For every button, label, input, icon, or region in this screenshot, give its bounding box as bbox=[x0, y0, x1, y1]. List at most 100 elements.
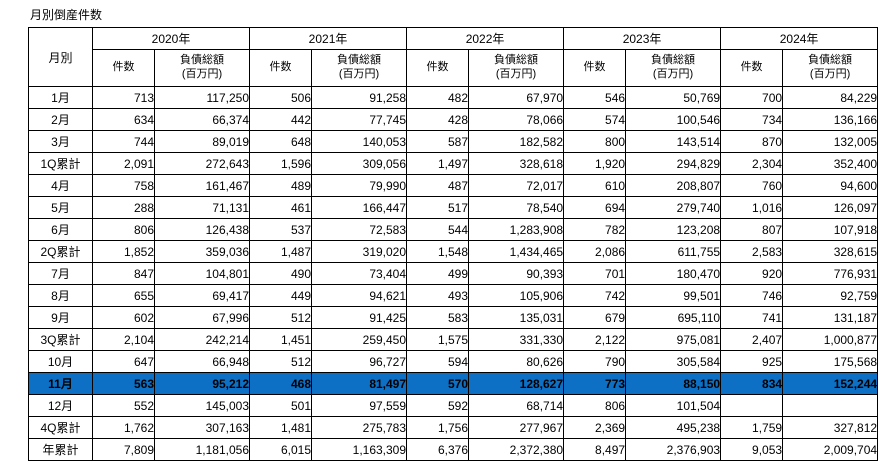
row-label: 3Q累計 bbox=[28, 328, 93, 351]
table-row: 12月 552 145,003 501 97,559 592 68,714 806 101,50… bbox=[28, 394, 879, 417]
table-row: 3月 744 89,019 648 140,053 587 182,582 800 143,51… bbox=[28, 130, 879, 153]
count-cell: 782 bbox=[563, 218, 627, 241]
count-cell: 1,481 bbox=[249, 416, 313, 439]
count-cell: 1,487 bbox=[249, 240, 313, 263]
table-row: 5月 288 71,131 461 166,447 517 78,540 694 279,740… bbox=[28, 196, 879, 219]
count-cell: 700 bbox=[720, 86, 784, 109]
count-cell: 2,122 bbox=[563, 328, 627, 351]
debt-cell: 101,504 bbox=[625, 394, 722, 417]
count-cell: 517 bbox=[406, 196, 470, 219]
debt-cell: 79,990 bbox=[311, 174, 408, 197]
debt-cell: 94,621 bbox=[311, 284, 408, 307]
table-row: 年累計 7,809 1,181,056 6,015 1,163,309 6,376 2,37… bbox=[28, 438, 879, 461]
count-cell: 2,407 bbox=[720, 328, 784, 351]
count-cell: 544 bbox=[406, 218, 470, 241]
debt-cell: 67,970 bbox=[468, 86, 565, 109]
debt-cell: 72,583 bbox=[311, 218, 408, 241]
count-cell: 594 bbox=[406, 350, 470, 373]
table-row: 2月 634 66,374 442 77,745 428 78,066 574 100,546 7… bbox=[28, 108, 879, 131]
corner-cell: 月別 bbox=[28, 27, 93, 87]
row-label: 2Q累計 bbox=[28, 240, 93, 263]
debt-cell: 94,600 bbox=[782, 174, 879, 197]
count-cell: 482 bbox=[406, 86, 470, 109]
year-header-1: 2021年 bbox=[249, 27, 408, 50]
debt-cell: 277,967 bbox=[468, 416, 565, 439]
debt-cell: 294,829 bbox=[625, 152, 722, 175]
count-cell: 701 bbox=[563, 262, 627, 285]
debt-cell: 309,056 bbox=[311, 152, 408, 175]
debt-cell: 307,163 bbox=[153, 416, 251, 439]
debt-cell: 88,150 bbox=[625, 372, 722, 395]
debt-header: 負債総額 (百万円) bbox=[625, 49, 722, 87]
count-cell: 512 bbox=[249, 350, 313, 373]
debt-header: 負債総額 (百万円) bbox=[782, 49, 879, 87]
debt-cell: 50,769 bbox=[625, 86, 722, 109]
count-cell: 490 bbox=[249, 262, 313, 285]
debt-cell: 66,374 bbox=[153, 108, 251, 131]
debt-cell: 67,996 bbox=[153, 306, 251, 329]
debt-cell: 100,546 bbox=[625, 108, 722, 131]
debt-cell: 81,497 bbox=[311, 372, 408, 395]
count-cell: 694 bbox=[563, 196, 627, 219]
count-cell: 2,104 bbox=[92, 328, 155, 351]
debt-cell: 131,187 bbox=[782, 306, 879, 329]
debt-cell: 72,017 bbox=[468, 174, 565, 197]
count-cell: 1,016 bbox=[720, 196, 784, 219]
count-cell: 648 bbox=[249, 130, 313, 153]
count-cell: 499 bbox=[406, 262, 470, 285]
table-row: 11月 563 95,212 468 81,497 570 128,627 773 88,150… bbox=[28, 372, 879, 395]
count-cell: 7,809 bbox=[92, 438, 155, 461]
row-label: 1Q累計 bbox=[28, 152, 93, 175]
table-row: 9月 602 67,996 512 91,425 583 135,031 679 695,110… bbox=[28, 306, 879, 329]
debt-header: 負債総額 (百万円) bbox=[468, 49, 565, 87]
count-cell: 9,053 bbox=[720, 438, 784, 461]
count-cell: 2,369 bbox=[563, 416, 627, 439]
debt-header: 負債総額 (百万円) bbox=[153, 49, 251, 87]
count-cell: 758 bbox=[92, 174, 155, 197]
row-label: 1月 bbox=[28, 86, 93, 109]
count-cell: 563 bbox=[92, 372, 155, 395]
debt-cell: 117,250 bbox=[153, 86, 251, 109]
table-body: 1月 713 117,250 506 91,258 482 67,970 546 50,769 7… bbox=[28, 86, 879, 461]
count-cell: 8,497 bbox=[563, 438, 627, 461]
count-cell: 806 bbox=[563, 394, 627, 417]
debt-cell: 328,615 bbox=[782, 240, 879, 263]
count-cell: 442 bbox=[249, 108, 313, 131]
debt-cell: 2,009,704 bbox=[782, 438, 879, 461]
count-cell: 834 bbox=[720, 372, 784, 395]
debt-cell: 327,812 bbox=[782, 416, 879, 439]
row-label: 8月 bbox=[28, 284, 93, 307]
debt-cell: 611,755 bbox=[625, 240, 722, 263]
count-cell: 587 bbox=[406, 130, 470, 153]
count-cell: 592 bbox=[406, 394, 470, 417]
row-label: 7月 bbox=[28, 262, 93, 285]
count-cell: 1,596 bbox=[249, 152, 313, 175]
debt-cell: 776,931 bbox=[782, 262, 879, 285]
debt-cell: 89,019 bbox=[153, 130, 251, 153]
table-row: 6月 806 126,438 537 72,583 544 1,283,908 782 123,… bbox=[28, 218, 879, 241]
table-row: 3Q累計 2,104 242,214 1,451 259,450 1,575 331,330… bbox=[28, 328, 879, 351]
debt-cell: 126,097 bbox=[782, 196, 879, 219]
row-label: 10月 bbox=[28, 350, 93, 373]
count-cell: 487 bbox=[406, 174, 470, 197]
count-cell: 655 bbox=[92, 284, 155, 307]
debt-cell: 166,447 bbox=[311, 196, 408, 219]
debt-cell: 259,450 bbox=[311, 328, 408, 351]
debt-cell: 78,066 bbox=[468, 108, 565, 131]
count-cell: 1,548 bbox=[406, 240, 470, 263]
debt-cell: 1,181,056 bbox=[153, 438, 251, 461]
count-cell: 925 bbox=[720, 350, 784, 373]
count-cell: 2,086 bbox=[563, 240, 627, 263]
monthly-bankruptcy-table: 月別 2020年 2021年 2022年 2023年 2024年 件数 負債総額 (百万円… bbox=[28, 27, 879, 461]
count-cell: 746 bbox=[720, 284, 784, 307]
year-header-4: 2024年 bbox=[720, 27, 879, 50]
debt-cell: 140,053 bbox=[311, 130, 408, 153]
count-cell bbox=[720, 394, 784, 417]
table-row: 8月 655 69,417 449 94,621 493 105,906 742 99,501 7… bbox=[28, 284, 879, 307]
count-cell: 546 bbox=[563, 86, 627, 109]
count-cell: 870 bbox=[720, 130, 784, 153]
count-cell: 1,575 bbox=[406, 328, 470, 351]
debt-cell: 90,393 bbox=[468, 262, 565, 285]
count-header: 件数 bbox=[720, 49, 784, 87]
